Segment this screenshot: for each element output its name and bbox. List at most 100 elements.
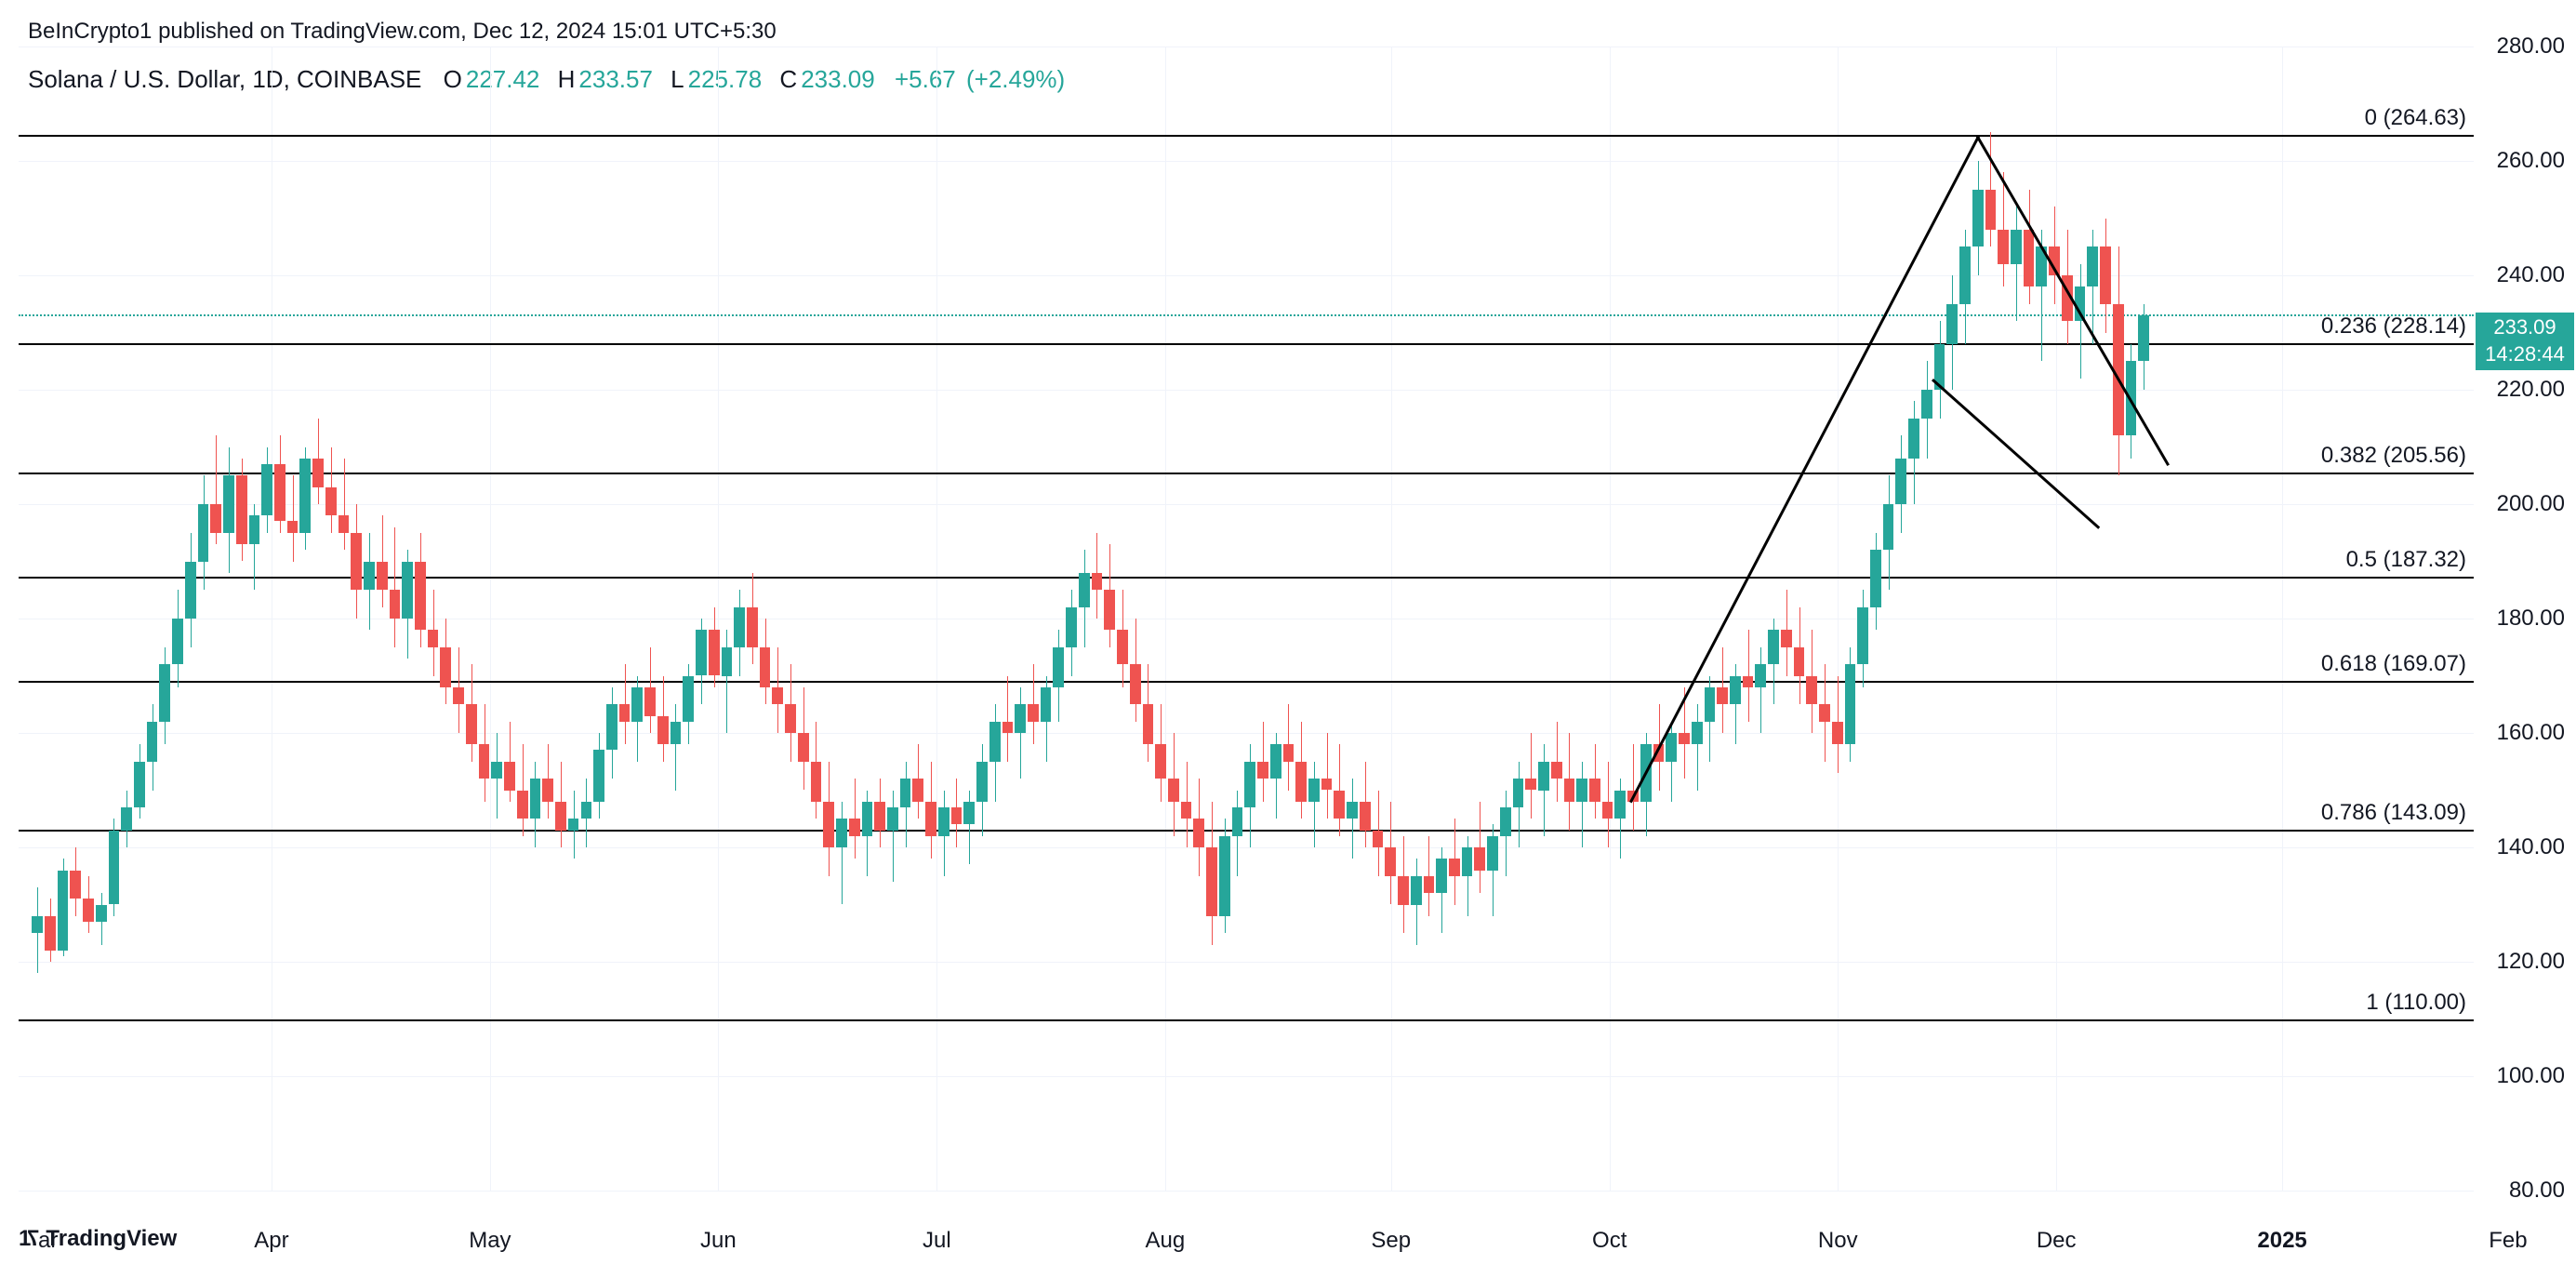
candle-body <box>811 762 822 802</box>
candle-body <box>1219 836 1230 916</box>
candle-wick <box>726 630 727 733</box>
gridline-h <box>19 390 2474 391</box>
candle-body <box>428 630 439 646</box>
candle-body <box>479 744 490 779</box>
candle-body <box>874 802 885 831</box>
y-tick-label: 100.00 <box>2497 1063 2565 1089</box>
candle-body <box>402 562 413 619</box>
candle-body <box>760 647 771 687</box>
chart-pane[interactable]: 0 (264.63)0.236 (228.14)0.382 (205.56)0.… <box>19 47 2474 1191</box>
candle-body <box>836 819 847 847</box>
candle-body <box>1870 550 1881 607</box>
candle-body <box>1525 779 1536 790</box>
candle-body <box>339 515 350 532</box>
y-tick-label: 220.00 <box>2497 377 2565 403</box>
candle-body <box>1308 779 1320 802</box>
candle-body <box>619 704 631 721</box>
fib-line <box>19 473 2474 474</box>
candle-wick <box>1007 676 1008 762</box>
candle-body <box>1755 664 1766 687</box>
candle-body <box>1474 847 1485 871</box>
candle-wick <box>842 802 843 905</box>
candle-body <box>1972 190 1984 247</box>
candle-body <box>1576 779 1587 802</box>
candle-body <box>1908 419 1919 459</box>
candle-body <box>1041 687 1052 722</box>
candle-body <box>1053 647 1064 687</box>
gridline-h <box>19 161 2474 162</box>
x-tick-label: Dec <box>2037 1228 2077 1254</box>
candle-body <box>1946 304 1958 344</box>
candle-body <box>1347 802 1358 819</box>
candle-body <box>58 871 69 951</box>
candle-body <box>1883 504 1894 550</box>
candle-wick <box>394 527 395 647</box>
candle-body <box>1781 630 1792 646</box>
candle-body <box>1066 607 1077 647</box>
candle-body <box>593 750 604 801</box>
candle-body <box>1015 704 1026 733</box>
candle-body <box>1283 744 1295 761</box>
candle-body <box>1270 744 1281 779</box>
fib-line <box>19 830 2474 832</box>
fib-label: 1 (110.00) <box>2366 990 2466 1016</box>
x-tick-label: Apr <box>254 1228 288 1254</box>
candle-body <box>1589 779 1600 802</box>
candle-wick <box>1327 733 1328 819</box>
x-tick-label: Sep <box>1371 1228 1411 1254</box>
gridline-h <box>19 962 2474 963</box>
candle-wick <box>675 704 676 790</box>
publisher-info: BeInCrypto1 published on TradingView.com… <box>28 19 777 45</box>
candle-body <box>223 475 234 533</box>
candle-body <box>1832 722 1843 745</box>
candle-body <box>1857 607 1868 665</box>
candle-body <box>823 802 834 847</box>
y-tick-label: 140.00 <box>2497 834 2565 860</box>
candle-body <box>900 779 911 807</box>
candle-body <box>887 807 898 831</box>
x-tick-label: Aug <box>1146 1228 1186 1254</box>
candle-body <box>542 779 553 802</box>
candle-body <box>671 722 682 745</box>
candle-body <box>849 819 860 835</box>
candle-body <box>862 802 873 836</box>
candle-body <box>1181 802 1192 819</box>
candle-body <box>1717 687 1728 704</box>
candle-body <box>976 762 988 802</box>
candle-body <box>299 459 311 533</box>
trend-line <box>1629 135 1981 804</box>
candle-body <box>1104 590 1115 630</box>
y-tick-label: 280.00 <box>2497 33 2565 60</box>
candle-body <box>722 647 733 676</box>
candle-body <box>1819 704 1830 721</box>
candle-body <box>1487 836 1498 871</box>
candle-body <box>555 802 566 831</box>
candle-body <box>1003 722 1014 733</box>
candle-body <box>1257 762 1268 779</box>
candle-body <box>606 704 617 750</box>
fib-label: 0 (264.63) <box>2365 105 2466 131</box>
candle-body <box>1206 847 1217 916</box>
x-tick-label: Oct <box>1592 1228 1627 1254</box>
candle-body <box>249 515 260 544</box>
candle-wick <box>1633 744 1634 830</box>
candle-body <box>517 791 528 819</box>
candle-wick <box>344 459 345 550</box>
x-tick-label: Feb <box>2489 1228 2527 1254</box>
candle-body <box>734 607 745 647</box>
candle-body <box>1079 573 1090 607</box>
fib-label: 0.786 (143.09) <box>2321 800 2466 826</box>
fib-line <box>19 343 2474 345</box>
candle-body <box>1985 190 1997 230</box>
candle-body <box>2024 230 2035 287</box>
candle-body <box>798 733 809 762</box>
candle-body <box>530 779 541 819</box>
gridline-h <box>19 733 2474 734</box>
candle-body <box>1513 779 1524 807</box>
candle-body <box>32 916 43 933</box>
candle-body <box>377 562 388 591</box>
y-tick-label: 260.00 <box>2497 148 2565 174</box>
candle-body <box>1692 722 1703 745</box>
candle-body <box>683 676 694 722</box>
trend-line <box>1975 135 2170 466</box>
